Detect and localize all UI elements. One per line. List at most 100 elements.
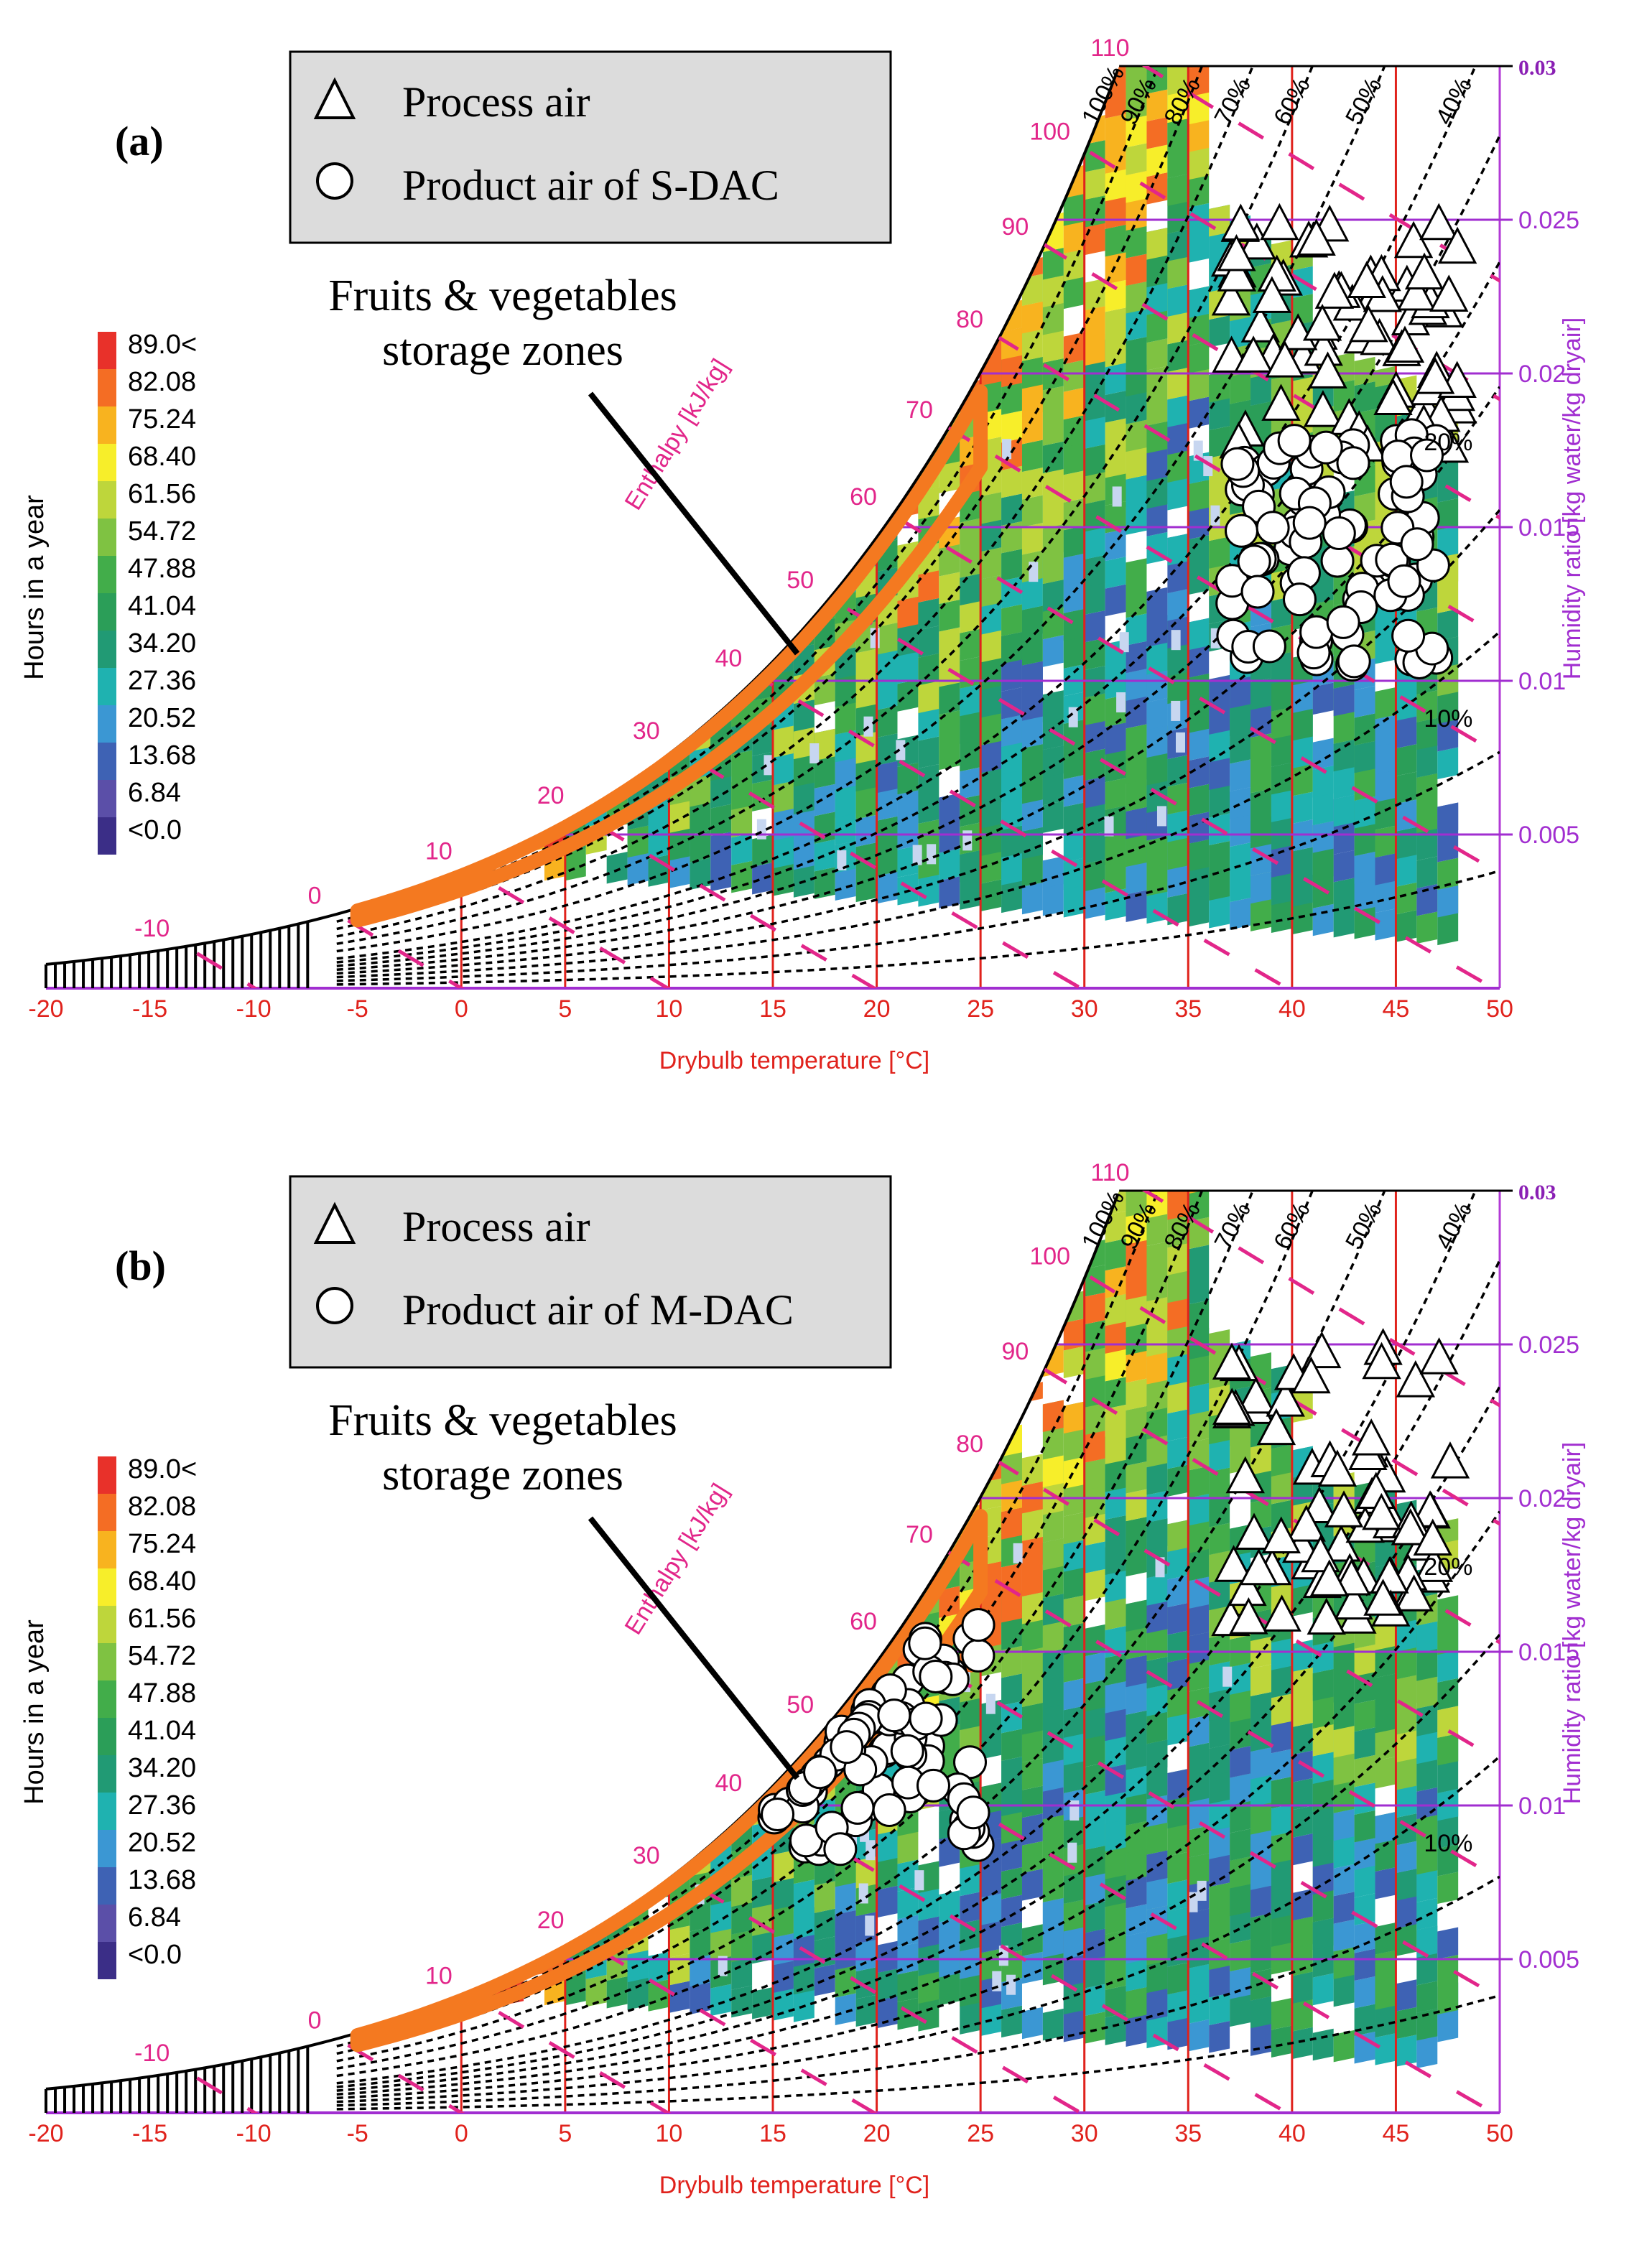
product-air-marker [1309,430,1343,465]
product-air-marker [830,1730,864,1765]
heatmap-cell [1188,1466,1210,1498]
rh-curve [336,1191,1335,2070]
heatmap-cell [1167,1990,1189,2022]
heatmap-cell [918,598,939,631]
heatmap-cell [837,850,847,870]
heatmap-cell [1416,1815,1438,1847]
process-air-marker [1430,1441,1470,1479]
heatmap-cell [1146,697,1168,730]
heatmap-cell [1188,1908,1210,1941]
heatmap-cell [690,1899,711,1932]
heatmap-cell [1375,715,1396,748]
product-air-marker [872,1793,906,1827]
heatmap-cell [897,873,919,906]
colorbar-label: 41.04 [128,1716,196,1746]
rh-curve [336,66,1335,945]
heatmap-cell [1042,2008,1064,2041]
heatmap-cell [1112,486,1122,507]
colorbar-swatch [98,1643,116,1680]
heatmap-cell [1001,2005,1022,2038]
process-air-marker [1314,271,1355,309]
heatmap-cell [1042,1815,1064,1847]
heatmap-cell [1188,812,1210,844]
heatmap-cell [855,648,877,681]
heatmap-cell [1375,1673,1396,1706]
heatmap-cell [876,761,898,794]
heatmap-cell [1105,529,1126,562]
heatmap-cell [1063,415,1085,447]
process-air-marker [1212,1387,1252,1425]
heatmap-cell [1171,630,1181,651]
storage-zone-annotation: Fruits & vegetables storage zones [328,1396,800,1780]
heatmap-cell [1084,1679,1105,1712]
heatmap-cell [1063,719,1085,779]
heatmap-cell [855,842,877,903]
heatmap-cell [1042,1538,1064,1571]
heatmap-cell [1250,401,1271,434]
heatmap-cell [1126,170,1147,203]
heatmap-cell [960,518,981,578]
heatmap-cell [1375,908,1396,941]
heatmap-cell [1013,1543,1023,1563]
heatmap-cell [1271,1804,1292,1836]
heatmap-cell [897,790,919,822]
heatmap-cell [1396,1869,1417,1901]
heatmap-cell [1250,1996,1271,2029]
x-tick-label: 35 [1174,2120,1202,2147]
rh-label: 10% [1424,705,1472,733]
heatmap-cell [1312,903,1334,936]
heatmap-cell [1333,2030,1355,2063]
heatmap-cell [1437,1955,1459,2015]
enthalpy-tick-label: 80 [956,1431,983,1458]
colorbar-label: <0.0 [128,1940,182,1970]
heatmap-cell [710,832,732,892]
heatmap-cell [1167,1520,1189,1552]
legend-product-air-label: Product air of S-DAC [402,162,779,209]
heatmap-cell [1188,1632,1210,1665]
heatmap-cell [1230,898,1251,930]
heatmap-cell [773,725,794,758]
heatmap-cell [1001,521,1022,554]
heatmap-cell [876,1940,898,1974]
colorbar-swatch [98,705,116,743]
heatmap-cell [1105,778,1126,810]
heatmap-cell [690,1955,711,1987]
heatmap-cell [1084,693,1105,726]
heatmap-cell [980,575,1002,608]
heatmap-cell [1437,885,1459,918]
x-axis-label: Drybulb temperature [°C] [659,1047,929,1074]
heatmap-cell [1084,499,1105,532]
heatmap-cell [1126,1378,1147,1411]
product-air-marker [1292,506,1327,540]
heatmap-cell [1042,801,1064,833]
heatmap-cell [1063,857,1085,891]
heatmap-cell [876,623,898,655]
heatmap-cell [1375,604,1396,636]
colorbar-label: 82.08 [128,367,196,397]
enthalpy-tick-label: 70 [906,396,933,424]
heatmap-cell [980,492,1002,524]
annotation-pointer-line [588,391,800,656]
heatmap-cell [1001,465,1022,498]
heatmap-cell [1354,1920,1375,1953]
heatmap-cell [1250,871,1271,904]
heatmap-cell [1354,1644,1375,1677]
heatmap-cell [1063,1899,1085,1932]
heatmap-cell [1396,744,1417,776]
heatmap-cell [1021,523,1043,555]
heatmap-cell [1001,1563,1022,1623]
heatmap-cell [918,736,939,768]
heatmap-cell [855,677,877,709]
heatmap-cell [835,1910,856,1943]
heatmap-cell [1291,1777,1313,1810]
heatmap-cell [1063,332,1085,365]
heatmap-cell [1042,745,1064,778]
process-air-marker [1286,1505,1326,1542]
process-air-marker [1393,220,1434,259]
heatmap-cell [1230,1663,1251,1695]
heatmap-cell [710,804,732,837]
y-tick-label: 0.005 [1518,822,1579,849]
heatmap-cell [1167,1769,1189,1801]
heatmap-cell [1188,1715,1210,1747]
colorbar-label: 75.24 [128,1529,196,1559]
